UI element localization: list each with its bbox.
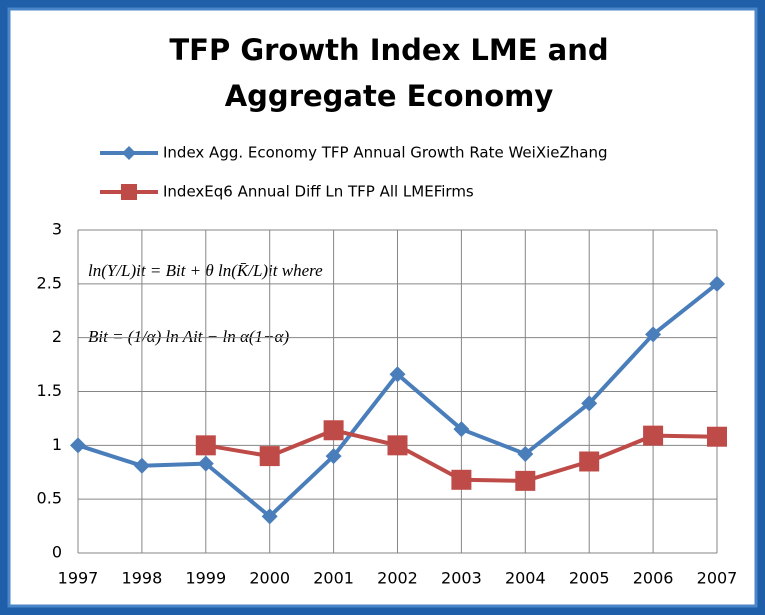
point <box>579 451 600 472</box>
point <box>451 469 472 490</box>
point <box>133 457 150 474</box>
point <box>389 366 406 383</box>
x-tick-label: 1997 <box>58 569 99 588</box>
y-tick-label: 3 <box>52 220 62 239</box>
point <box>122 146 136 160</box>
x-tick-label: 2001 <box>313 569 354 588</box>
point <box>325 448 342 465</box>
point <box>515 470 536 491</box>
formula: Bit = (1/α) ln Ait − ln α(1−α) <box>88 327 289 346</box>
y-tick-label: 2.5 <box>37 273 62 292</box>
legend-label: IndexEq6 Annual Diff Ln TFP All LMEFirms <box>163 183 474 201</box>
x-tick-label: 2004 <box>505 569 546 588</box>
y-tick-label: 0 <box>52 543 62 562</box>
point <box>645 326 662 343</box>
y-tick-label: 1.5 <box>37 381 62 400</box>
point <box>195 435 216 456</box>
chart-title: Aggregate Economy <box>225 79 554 113</box>
y-tick-label: 0.5 <box>37 489 62 508</box>
chart-title: TFP Growth Index LME and <box>169 33 608 67</box>
x-tick-label: 2000 <box>249 569 290 588</box>
chart-background <box>7 7 758 608</box>
x-tick-label: 2006 <box>633 569 674 588</box>
point <box>453 421 470 438</box>
point <box>259 446 280 467</box>
x-tick-label: 2005 <box>569 569 610 588</box>
point <box>581 395 598 412</box>
point <box>709 275 725 292</box>
point <box>707 426 727 447</box>
point <box>121 184 137 200</box>
point <box>261 508 278 525</box>
point <box>70 437 86 454</box>
x-tick-label: 2007 <box>697 569 738 588</box>
x-tick-label: 1998 <box>122 569 163 588</box>
point <box>643 425 664 446</box>
point <box>323 420 344 441</box>
x-tick-label: 2003 <box>441 569 482 588</box>
point <box>387 435 408 456</box>
x-tick-label: 1999 <box>185 569 226 588</box>
y-tick-label: 2 <box>52 327 62 346</box>
x-tick-label: 2002 <box>377 569 418 588</box>
point <box>197 455 214 472</box>
point <box>517 445 534 462</box>
y-tick-label: 1 <box>52 435 62 454</box>
legend-label: Index Agg. Economy TFP Annual Growth Rat… <box>163 144 608 162</box>
